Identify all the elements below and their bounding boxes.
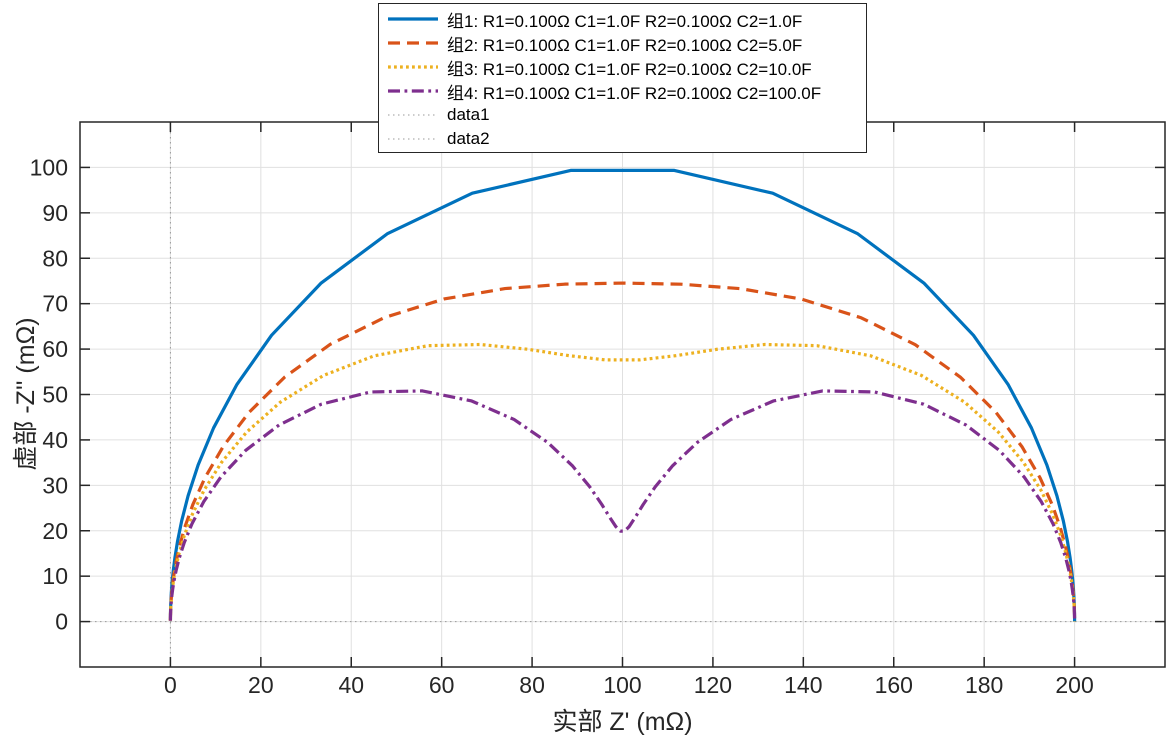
- svg-text:140: 140: [784, 672, 822, 698]
- legend-item-series2: 组2: R1=0.100Ω C1=1.0F R2=0.100Ω C2=5.0F: [387, 31, 866, 55]
- svg-text:120: 120: [694, 672, 732, 698]
- svg-text:160: 160: [875, 672, 913, 698]
- legend-line-sample-series4: [387, 84, 439, 98]
- x-axis-label: 实部 Z' (mΩ): [552, 708, 693, 735]
- legend-line-sample-series1: [387, 12, 439, 26]
- legend-line-sample-data1: [387, 108, 439, 122]
- legend-item-series4: 组4: R1=0.100Ω C1=1.0F R2=0.100Ω C2=100.0…: [387, 79, 866, 103]
- legend-line-sample-data2: [387, 132, 439, 146]
- svg-text:30: 30: [42, 472, 68, 498]
- legend-item-data1: data1: [387, 103, 866, 127]
- legend-item-series3: 组3: R1=0.100Ω C1=1.0F R2=0.100Ω C2=10.0F: [387, 55, 866, 79]
- legend-line-sample-series2: [387, 36, 439, 50]
- legend-item-data2: data2: [387, 127, 866, 151]
- legend-label-series2: 组2: R1=0.100Ω C1=1.0F R2=0.100Ω C2=5.0F: [447, 35, 803, 55]
- svg-text:40: 40: [338, 672, 364, 698]
- svg-text:80: 80: [519, 672, 545, 698]
- svg-text:50: 50: [42, 382, 68, 408]
- svg-text:80: 80: [42, 245, 68, 271]
- legend-item-series1: 组1: R1=0.100Ω C1=1.0F R2=0.100Ω C2=1.0F: [387, 7, 866, 31]
- svg-text:90: 90: [42, 200, 68, 226]
- legend-label-data1: data1: [447, 105, 490, 124]
- legend-label-series3: 组3: R1=0.100Ω C1=1.0F R2=0.100Ω C2=10.0F: [447, 59, 812, 79]
- svg-text:200: 200: [1055, 672, 1093, 698]
- svg-text:20: 20: [248, 672, 274, 698]
- svg-text:100: 100: [30, 154, 68, 180]
- svg-text:20: 20: [42, 518, 68, 544]
- svg-text:60: 60: [42, 336, 68, 362]
- svg-text:40: 40: [42, 427, 68, 453]
- svg-text:0: 0: [164, 672, 177, 698]
- svg-text:180: 180: [965, 672, 1003, 698]
- svg-text:100: 100: [603, 672, 641, 698]
- svg-text:70: 70: [42, 291, 68, 317]
- svg-text:0: 0: [55, 609, 68, 635]
- y-axis-label: 虚部 -Z'' (mΩ): [12, 317, 40, 471]
- legend-label-series4: 组4: R1=0.100Ω C1=1.0F R2=0.100Ω C2=100.0…: [447, 83, 822, 103]
- svg-text:10: 10: [42, 563, 68, 589]
- legend-label-data2: data2: [447, 129, 490, 148]
- legend-label-series1: 组1: R1=0.100Ω C1=1.0F R2=0.100Ω C2=1.0F: [447, 11, 803, 31]
- legend: 组1: R1=0.100Ω C1=1.0F R2=0.100Ω C2=1.0F …: [378, 3, 867, 153]
- svg-text:60: 60: [429, 672, 455, 698]
- legend-line-sample-series3: [387, 60, 439, 74]
